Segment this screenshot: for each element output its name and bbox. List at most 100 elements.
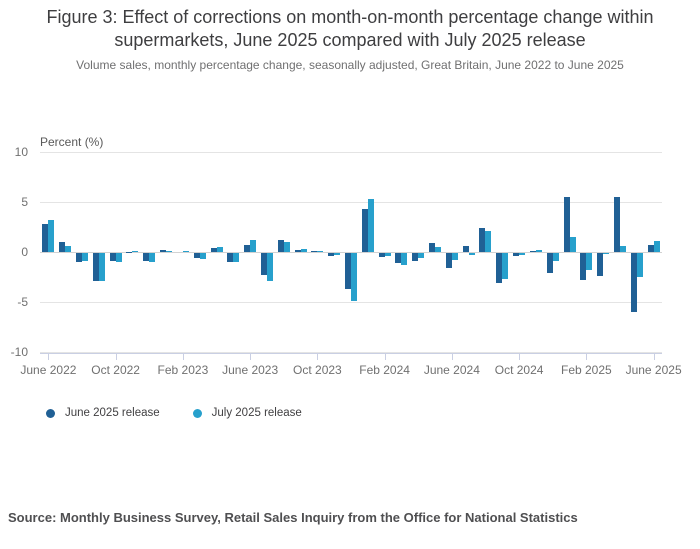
bar-oct-2022-june-release[interactable]: [109, 253, 116, 261]
y-tick-label-5: 5: [21, 195, 28, 209]
x-tick-oct-2023: [317, 354, 319, 360]
bar-nov-2024-july-release[interactable]: [535, 250, 542, 252]
bar-apr-2025-june-release[interactable]: [613, 197, 620, 252]
legend-item-june-2025-release[interactable]: June 2025 release: [46, 407, 160, 419]
bar-may-2023-june-release[interactable]: [227, 253, 234, 262]
bar-dec-2022-july-release[interactable]: [149, 253, 156, 262]
bar-apr-2024-july-release[interactable]: [418, 253, 425, 258]
x-tick-label-oct-2024: Oct 2024: [494, 363, 544, 377]
bar-mar-2025-june-release[interactable]: [597, 253, 604, 276]
bar-jun-2023-june-release[interactable]: [244, 245, 251, 252]
bar-dec-2024-july-release[interactable]: [552, 253, 559, 261]
bar-oct-2022-july-release[interactable]: [115, 253, 122, 262]
bar-jun-2025-june-release[interactable]: [647, 245, 654, 252]
x-tick-label-feb-2024: Feb 2024: [359, 363, 410, 377]
x-tick-feb-2023: [182, 354, 184, 360]
bar-aug-2024-june-release[interactable]: [479, 228, 486, 252]
bar-jan-2023-june-release[interactable]: [160, 249, 167, 252]
legend: June 2025 release July 2025 release: [46, 407, 302, 419]
legend-label: June 2025 release: [65, 407, 160, 419]
chart-subtitle: Volume sales, monthly percentage change,…: [76, 58, 624, 72]
x-tick-feb-2025: [586, 354, 588, 360]
bar-jul-2023-july-release[interactable]: [266, 253, 273, 281]
bar-dec-2023-july-release[interactable]: [351, 253, 357, 301]
bar-jul-2023-june-release[interactable]: [260, 253, 267, 275]
x-tick-label-june-2022: June 2022: [20, 363, 77, 377]
bar-nov-2024-june-release[interactable]: [529, 251, 536, 252]
bar-oct-2023-july-release[interactable]: [317, 251, 324, 252]
bar-may-2023-july-release[interactable]: [233, 253, 240, 262]
bar-jun-2022-june-release[interactable]: [42, 223, 49, 252]
bar-mar-2023-june-release[interactable]: [193, 253, 200, 258]
bar-sep-2022-july-release[interactable]: [98, 253, 105, 281]
y-tick-label-10: 10: [14, 145, 28, 159]
gridline-10: [40, 152, 662, 153]
x-tick-june-2024: [451, 354, 453, 360]
bar-sep-2023-july-release[interactable]: [300, 248, 307, 252]
bar-may-2024-july-release[interactable]: [435, 246, 442, 252]
bar-oct-2024-july-release[interactable]: [519, 253, 526, 255]
bar-dec-2022-june-release[interactable]: [143, 253, 150, 261]
bar-apr-2025-july-release[interactable]: [619, 245, 626, 252]
bar-jun-2024-july-release[interactable]: [451, 253, 458, 260]
bar-jan-2025-july-release[interactable]: [569, 237, 576, 252]
x-tick-label-june-2023: June 2023: [222, 363, 279, 377]
bar-aug-2023-july-release[interactable]: [283, 242, 290, 252]
bar-sep-2022-june-release[interactable]: [92, 253, 99, 281]
bar-jan-2025-june-release[interactable]: [563, 197, 570, 252]
bar-jun-2024-june-release[interactable]: [445, 253, 452, 268]
bar-apr-2024-june-release[interactable]: [412, 253, 419, 261]
bar-feb-2025-july-release[interactable]: [586, 253, 593, 270]
x-tick-feb-2024: [384, 354, 386, 360]
bar-oct-2024-june-release[interactable]: [513, 253, 520, 256]
bar-mar-2025-july-release[interactable]: [603, 253, 610, 254]
legend-dot-icon: [192, 408, 202, 418]
bar-nov-2023-june-release[interactable]: [328, 253, 335, 256]
bar-may-2025-july-release[interactable]: [636, 253, 643, 277]
bar-sep-2024-june-release[interactable]: [496, 253, 503, 283]
bar-feb-2024-june-release[interactable]: [378, 253, 385, 257]
bar-oct-2023-june-release[interactable]: [311, 250, 318, 252]
bar-jan-2024-july-release[interactable]: [367, 199, 374, 252]
bar-sep-2023-june-release[interactable]: [294, 249, 301, 252]
bar-mar-2024-july-release[interactable]: [401, 253, 408, 265]
bar-nov-2022-july-release[interactable]: [132, 250, 139, 252]
bar-aug-2022-july-release[interactable]: [82, 253, 89, 261]
gridline--5: [40, 302, 662, 303]
plot-area: 10 5 0 -5 -10 June 2022 Oct 2022 Feb 2023 June 2…: [11, 145, 682, 377]
gridline--10: [40, 352, 662, 353]
bar-mar-2024-june-release[interactable]: [395, 253, 402, 263]
bar-feb-2025-june-release[interactable]: [580, 253, 587, 280]
bar-may-2024-june-release[interactable]: [429, 243, 436, 252]
bar-jul-2024-july-release[interactable]: [468, 253, 475, 255]
bar-apr-2023-june-release[interactable]: [210, 248, 217, 252]
bar-aug-2024-july-release[interactable]: [485, 230, 492, 252]
bar-jul-2022-july-release[interactable]: [65, 245, 72, 252]
bar-jun-2025-july-release[interactable]: [653, 240, 660, 252]
bar-nov-2022-june-release[interactable]: [126, 251, 133, 252]
x-tick-june-2022: [48, 354, 50, 360]
bar-may-2025-june-release[interactable]: [630, 253, 637, 312]
legend-dot-icon: [46, 408, 55, 418]
bar-aug-2023-june-release[interactable]: [277, 240, 284, 252]
bar-jul-2022-june-release[interactable]: [59, 242, 66, 252]
bar-jan-2024-june-release[interactable]: [361, 209, 368, 252]
bar-jun-2023-july-release[interactable]: [250, 239, 257, 252]
bar-sep-2024-july-release[interactable]: [502, 253, 509, 279]
bar-apr-2023-july-release[interactable]: [216, 247, 223, 252]
bar-feb-2024-july-release[interactable]: [384, 253, 391, 256]
x-tick-june-2023: [250, 354, 252, 360]
bar-jan-2023-july-release[interactable]: [166, 250, 173, 252]
y-axis-unit-label: Percent (%): [40, 135, 104, 149]
bar-dec-2024-june-release[interactable]: [546, 253, 553, 273]
gridline-0: [40, 252, 662, 253]
bar-nov-2023-july-release[interactable]: [334, 253, 341, 255]
bar-dec-2023-june-release[interactable]: [345, 253, 351, 289]
bar-jul-2024-june-release[interactable]: [462, 246, 469, 252]
bar-mar-2023-july-release[interactable]: [199, 253, 206, 259]
legend-item-july-2025-release[interactable]: July 2025 release: [192, 407, 302, 419]
y-tick-label--10: -10: [10, 345, 28, 359]
bar-feb-2023-july-release[interactable]: [182, 250, 189, 252]
bar-jun-2022-july-release[interactable]: [48, 219, 55, 252]
bar-aug-2022-june-release[interactable]: [76, 253, 83, 262]
